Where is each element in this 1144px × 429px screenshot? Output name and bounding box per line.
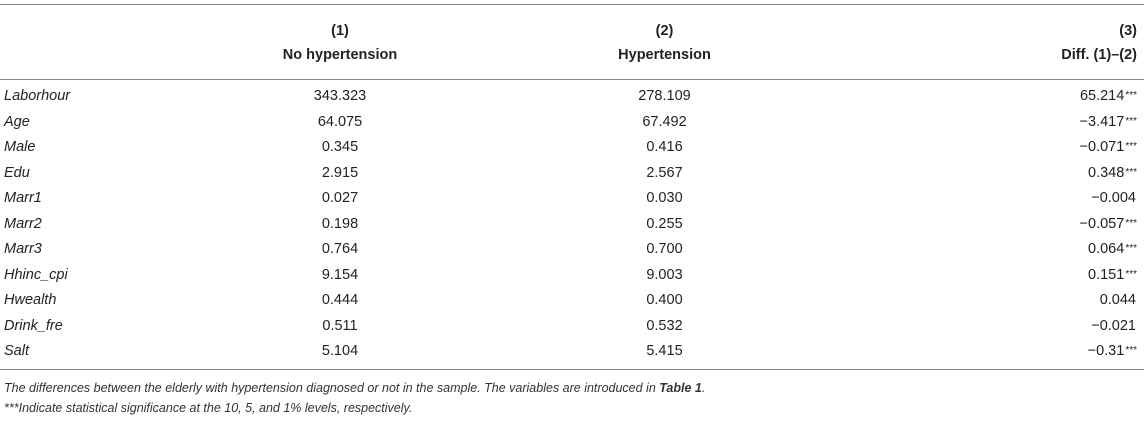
table-row: Hhinc_cpi 9.154 9.003 0.151***: [0, 263, 1144, 289]
difference-cell: −0.021: [849, 314, 1144, 340]
hypertension-value: 278.109: [638, 88, 691, 104]
data-table-container: (1) (2) (3) No hypertension Hypertension…: [0, 4, 1144, 418]
no-hypertension-value: 0.345: [321, 139, 359, 155]
hypertension-value: 67.492: [642, 113, 687, 130]
difference-cell: 65.214***: [849, 80, 1144, 110]
table-row: Salt 5.104 5.415 −0.31***: [0, 339, 1144, 365]
no-hypertension-value: 9.154: [321, 266, 359, 283]
significance-stars: ***: [1125, 345, 1137, 356]
table-row: Edu 2.915 2.567 0.348***: [0, 161, 1144, 187]
variable-name: Male: [4, 139, 36, 155]
note-text: The differences between the elderly with…: [4, 380, 660, 395]
significance-stars: ***: [1125, 243, 1137, 254]
table-row: Marr2 0.198 0.255 −0.057***: [0, 212, 1144, 238]
significance-stars: ***: [1125, 115, 1137, 127]
difference-value: −0.021: [1091, 317, 1136, 334]
no-hypertension-value: 5.104: [321, 343, 359, 359]
table-row: Male 0.345 0.416 −0.071***: [0, 135, 1144, 161]
table-body: Laborhour 343.323 278.109 65.214*** Age 64.07…: [0, 80, 1144, 365]
table-row: Marr3 0.764 0.700 0.064***: [0, 237, 1144, 263]
hypertension-value: 9.003: [646, 266, 683, 283]
significance-stars: ***: [1125, 268, 1137, 280]
significance-stars: ***: [1125, 166, 1137, 178]
hypertension-value: 0.255: [646, 215, 683, 232]
table-notes: The differences between the elderly with…: [0, 378, 1144, 418]
significance-stars: ***: [1125, 217, 1137, 229]
difference-value: 65.214: [1079, 88, 1125, 104]
note-stars: ***: [4, 400, 19, 415]
note-line-1: The differences between the elderly with…: [4, 378, 1144, 398]
difference-cell: −0.071***: [849, 135, 1144, 161]
header-col1-name: No hypertension: [282, 47, 398, 63]
header-col2-number: (2): [655, 23, 674, 39]
difference-cell: −0.004: [849, 186, 1144, 212]
no-hypertension-value: 0.198: [321, 215, 359, 232]
note-significance-text: Indicate statistical significance at the…: [18, 400, 413, 415]
note-table-reference: Table 1: [659, 380, 702, 395]
hypertension-value: 0.030: [646, 190, 683, 206]
header-blank: [0, 5, 200, 43]
difference-value: 0.151: [1088, 266, 1125, 283]
bottom-rule: [0, 368, 1144, 370]
difference-value: 0.348: [1088, 164, 1125, 181]
difference-cell: 0.064***: [849, 237, 1144, 263]
no-hypertension-value: 0.511: [322, 317, 358, 334]
variable-name: Hwealth: [4, 292, 57, 308]
difference-cell: 0.151***: [849, 263, 1144, 289]
hypertension-value: 5.415: [646, 343, 683, 359]
hypertension-value: 0.700: [646, 241, 683, 257]
table-header: (1) (2) (3) No hypertension Hypertension…: [0, 5, 1144, 79]
difference-cell: −0.31***: [849, 339, 1144, 365]
header-col2-name: Hypertension: [618, 47, 711, 63]
data-table-body: Laborhour 343.323 278.109 65.214*** Age 64.07…: [0, 80, 1144, 365]
no-hypertension-value: 0.027: [321, 190, 359, 206]
difference-value: −0.057: [1079, 215, 1125, 232]
variable-name: Marr3: [4, 241, 42, 257]
variable-name: Drink_fre: [4, 317, 63, 334]
header-col3-number: (3): [1119, 23, 1137, 39]
difference-value: 0.064: [1088, 241, 1125, 257]
table-row: Marr1 0.027 0.030 −0.004: [0, 186, 1144, 212]
difference-value: 0.044: [1099, 292, 1136, 308]
variable-name: Salt: [4, 343, 29, 359]
variable-name: Marr1: [4, 190, 42, 206]
difference-value: −0.004: [1091, 190, 1136, 206]
top-rule: [0, 4, 1144, 5]
table-row: Drink_fre 0.511 0.532 −0.021: [0, 314, 1144, 340]
no-hypertension-value: 0.444: [321, 292, 359, 308]
hypertension-value: 2.567: [646, 164, 683, 181]
variable-name: Edu: [4, 164, 30, 181]
hypertension-value: 0.400: [646, 292, 683, 308]
variable-name: Laborhour: [4, 88, 71, 104]
hypertension-value: 0.416: [646, 139, 683, 155]
significance-stars: ***: [1125, 90, 1137, 101]
header-blank: [0, 43, 200, 79]
difference-cell: 0.044: [849, 288, 1144, 314]
variable-name: Age: [4, 113, 30, 130]
difference-value: −0.31: [1087, 343, 1125, 359]
hypertension-value: 0.532: [646, 317, 683, 334]
significance-stars: ***: [1125, 141, 1137, 152]
header-col1-number: (1): [331, 23, 349, 39]
note-text-end: .: [701, 380, 706, 395]
difference-cell: 0.348***: [849, 161, 1144, 187]
header-col3-name: Diff. (1)–(2): [1061, 47, 1137, 63]
table-row: Hwealth 0.444 0.400 0.044: [0, 288, 1144, 314]
table-row: Age 64.075 67.492 −3.417***: [0, 110, 1144, 136]
variable-name: Hhinc_cpi: [4, 266, 68, 283]
table-row: Laborhour 343.323 278.109 65.214***: [0, 80, 1144, 110]
difference-value: −3.417: [1079, 113, 1125, 130]
difference-cell: −0.057***: [849, 212, 1144, 238]
variable-name: Marr2: [4, 215, 42, 232]
data-table: (1) (2) (3) No hypertension Hypertension…: [0, 5, 1144, 79]
note-line-2: ***Indicate statistical significance at …: [4, 398, 1144, 418]
no-hypertension-value: 64.075: [317, 113, 363, 130]
header-rule: [0, 79, 1144, 80]
no-hypertension-value: 0.764: [321, 241, 359, 257]
difference-cell: −3.417***: [849, 110, 1144, 136]
no-hypertension-value: 2.915: [321, 164, 359, 181]
difference-value: −0.071: [1079, 139, 1125, 155]
no-hypertension-value: 343.323: [313, 88, 367, 104]
